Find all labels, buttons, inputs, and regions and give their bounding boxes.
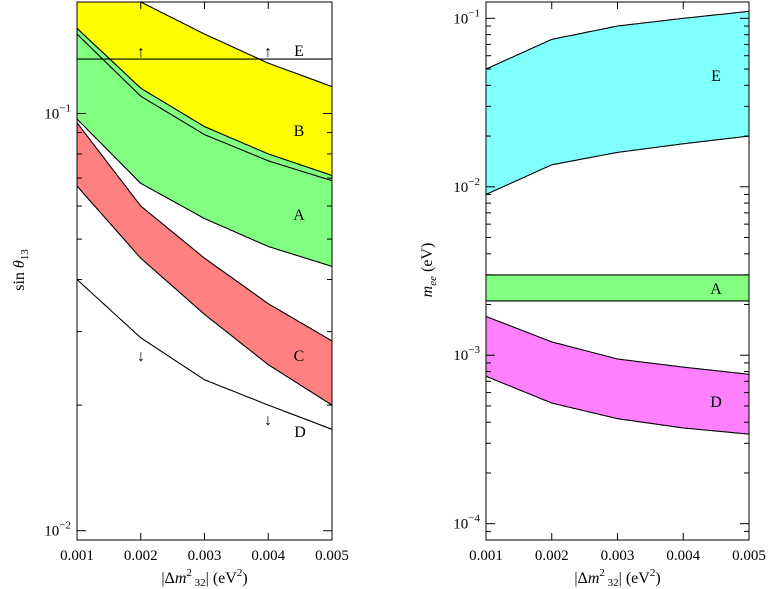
arrow-up-icon: ↑ [264, 44, 272, 61]
left-curves [76, 33, 333, 430]
curve-label-e: E [294, 43, 304, 60]
right-curve-labels: E A D [710, 68, 722, 411]
right-y-axis-label: mee (eV) [419, 243, 439, 298]
x-tick-label: 0.002 [124, 548, 158, 564]
y-tick-label: 10−4 [453, 513, 480, 533]
x-tick-label: 0.003 [601, 548, 635, 564]
x-tick-label: 0.004 [666, 548, 700, 564]
right-plot-frame [485, 1, 750, 541]
left-panel: 0.001 0.002 0.003 0.004 0.005 10−1 10−2 E B A C D ↑… [11, 1, 349, 589]
x-tick-label: 0.002 [535, 548, 569, 564]
x-tick-label: 0.004 [251, 548, 285, 564]
band-e-lower-edge [485, 135, 750, 195]
band-a [77, 28, 332, 267]
left-x-axis-label: |Δm2 32| (eV2) [161, 567, 247, 589]
arrow-up-icon: ↑ [137, 44, 145, 61]
y-tick-label: 10−3 [453, 344, 480, 364]
y-tick-label: 10−1 [44, 102, 71, 122]
right-panel: 0.001 0.002 0.003 0.004 0.005 10−1 10−2 10−3 10−… [419, 1, 766, 589]
arrow-down-icon: ↓ [137, 348, 145, 365]
band-a [486, 274, 749, 301]
right-tick-labels: 0.001 0.002 0.003 0.004 0.005 10−1 10−2 10−3 10−… [453, 7, 766, 564]
y-tick-label: 10−2 [44, 520, 71, 540]
band-a-lower-edge [76, 118, 333, 267]
left-curve-labels: E B A C D ↑ ↑ ↓ ↓ [137, 43, 306, 441]
x-tick-label: 0.003 [188, 548, 222, 564]
band-e-upper-edge [485, 10, 750, 70]
right-x-axis-label: |Δm2 32| (eV2) [574, 567, 660, 589]
curve-label-a: A [293, 207, 305, 224]
band-e [486, 11, 749, 195]
left-bands [76, 1, 333, 406]
x-tick-label: 0.001 [60, 548, 94, 564]
band-d-upper-edge [485, 315, 750, 375]
curve-label-c: C [294, 348, 305, 365]
right-ticks [485, 2, 750, 541]
band-c-upper-edge [76, 122, 333, 342]
band-b [77, 2, 332, 181]
x-tick-label: 0.005 [315, 548, 349, 564]
band-c-lower-edge [76, 185, 333, 406]
curve-label-e: E [711, 68, 721, 85]
x-tick-label: 0.005 [732, 548, 766, 564]
curve-label-b: B [294, 123, 305, 140]
curve-label-d: D [710, 394, 722, 411]
y-tick-label: 10−1 [453, 7, 480, 27]
band-d-lower-edge [485, 375, 750, 435]
left-y-axis-label: sin θ13 [11, 249, 31, 291]
arrow-down-icon: ↓ [264, 412, 272, 429]
band-a-upper-edge [76, 27, 333, 177]
band-d [486, 316, 749, 435]
x-tick-label: 0.001 [469, 548, 503, 564]
curve-d [76, 279, 333, 430]
curve-label-d: D [294, 424, 306, 441]
y-tick-label: 10−2 [453, 176, 480, 196]
right-bands [485, 10, 750, 435]
left-plot-frame [76, 1, 333, 541]
curve-inner [76, 33, 333, 182]
left-tick-labels: 0.001 0.002 0.003 0.004 0.005 10−1 10−2 [44, 102, 349, 564]
curve-label-a: A [710, 281, 722, 298]
band-c [77, 122, 332, 406]
